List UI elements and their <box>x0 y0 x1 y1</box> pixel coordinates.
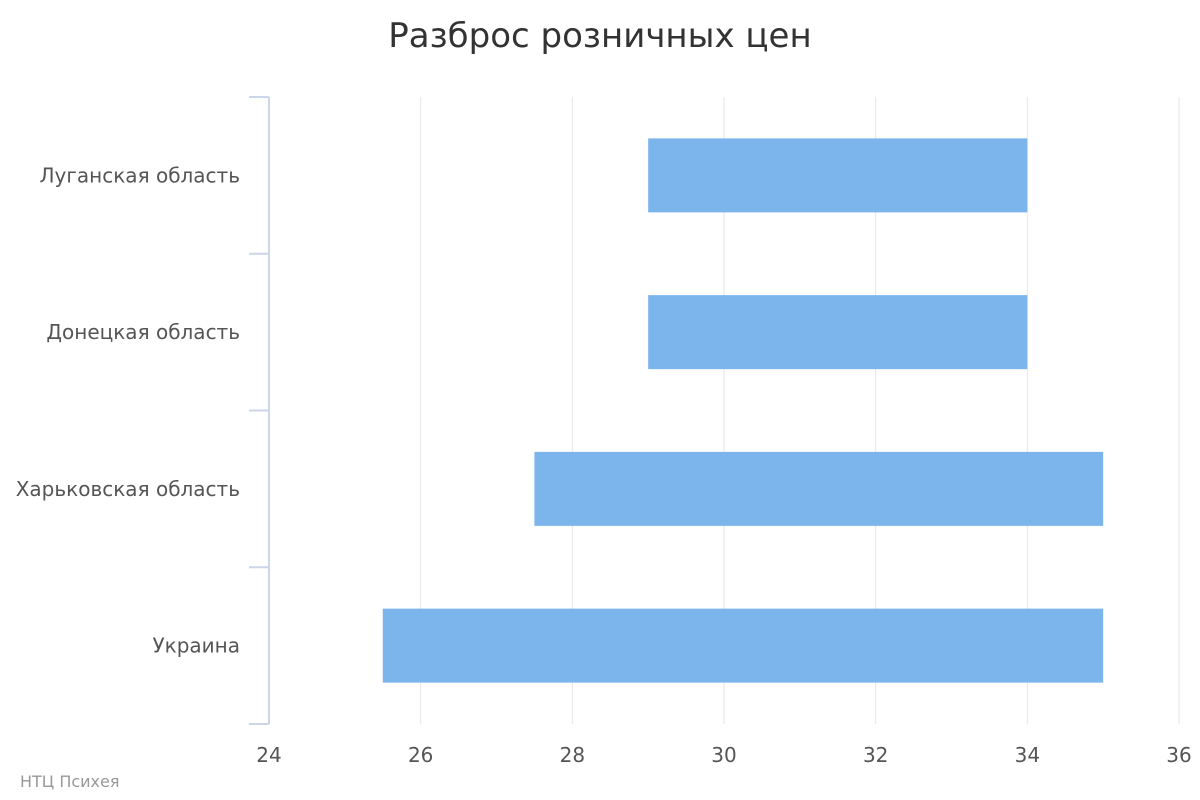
category-axis <box>249 96 270 725</box>
category-label: Донецкая область <box>46 320 240 344</box>
bar[interactable] <box>534 451 1104 526</box>
bar[interactable] <box>648 138 1028 213</box>
category-label: Украина <box>152 634 240 658</box>
bar[interactable] <box>382 608 1104 683</box>
category-label: Харьковская область <box>16 477 240 501</box>
x-tick-label: 26 <box>408 743 433 767</box>
x-tick-label: 24 <box>256 743 281 767</box>
x-tick-label: 32 <box>863 743 888 767</box>
x-tick-labels: 24 26 28 30 32 34 36 <box>256 743 1191 767</box>
x-tick-label: 30 <box>711 743 736 767</box>
x-tick-label: 36 <box>1166 743 1191 767</box>
x-tick-label: 28 <box>560 743 585 767</box>
bars <box>382 138 1104 683</box>
category-labels: Луганская область Донецкая область Харьков… <box>16 163 240 657</box>
credits[interactable]: НТЦ Психея <box>20 772 120 791</box>
category-label: Луганская область <box>40 163 240 187</box>
x-tick-label: 34 <box>1015 743 1040 767</box>
chart-title: Разброс розничных цен <box>388 16 811 56</box>
bar[interactable] <box>648 295 1028 370</box>
